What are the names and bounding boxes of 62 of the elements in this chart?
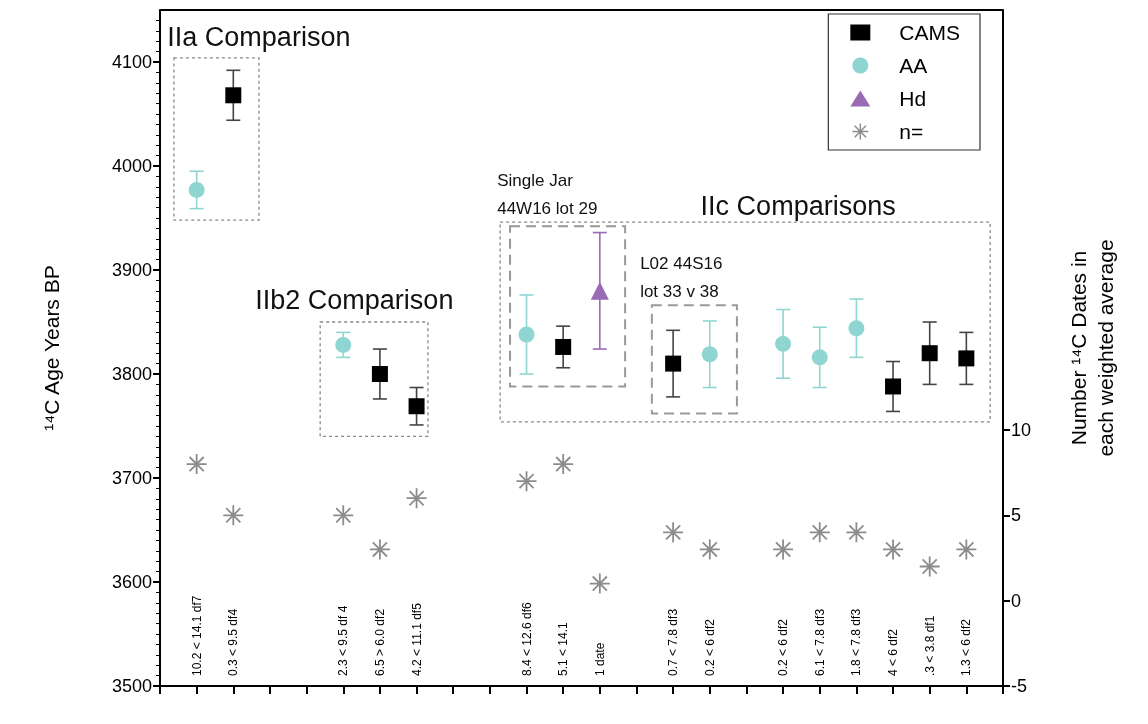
x-tick-label: 1.8 < 7.8 df3 bbox=[849, 608, 864, 676]
point bbox=[333, 505, 354, 526]
point bbox=[921, 345, 938, 362]
x-tick-label: 4.2 < 11.1 df5 bbox=[409, 602, 424, 676]
point bbox=[846, 522, 867, 543]
point bbox=[371, 366, 388, 382]
y2-tick-label: 0 bbox=[1011, 590, 1022, 611]
legend-label: Hd bbox=[899, 87, 927, 110]
y-tick-label: 3800 bbox=[111, 364, 152, 384]
y2-tick-label: 10 bbox=[1011, 419, 1032, 440]
legend-label: n= bbox=[899, 120, 924, 143]
annotation: IIc Comparisons bbox=[700, 190, 896, 221]
y-tick-label: 3600 bbox=[111, 572, 152, 592]
x-tick-label: 0.2 < 6 df2 bbox=[776, 618, 791, 676]
point bbox=[811, 349, 828, 366]
annotation: IIa Comparison bbox=[167, 22, 351, 53]
point bbox=[188, 181, 205, 198]
y-tick-label: 3900 bbox=[111, 260, 152, 280]
y-tick-label: 4100 bbox=[111, 52, 152, 72]
x-tick-label: 1.3 < 6 df2 bbox=[959, 618, 974, 676]
x-tick-label: 4 < 6 df2 bbox=[886, 628, 901, 676]
x-tick-label: 6.1 < 7.8 df3 bbox=[812, 608, 827, 676]
point bbox=[665, 355, 682, 372]
point bbox=[335, 336, 352, 353]
annotation: Single Jar 44W16 lot 29 bbox=[497, 170, 598, 218]
point bbox=[848, 320, 865, 337]
x-tick-label: 0.2 < 6 df2 bbox=[702, 618, 717, 676]
y2-axis-title: Number ¹⁴C Dates in each weighted average bbox=[1067, 239, 1117, 457]
y-tick-label: 3700 bbox=[111, 468, 152, 488]
point bbox=[809, 522, 830, 543]
x-tick-label: 8.4 < 12.6 df6 bbox=[519, 601, 534, 676]
point bbox=[225, 87, 242, 104]
x-tick-label: 0.7 < 7.8 df3 bbox=[666, 608, 681, 676]
point bbox=[223, 505, 244, 526]
point bbox=[663, 522, 684, 543]
point bbox=[701, 346, 718, 363]
y-axis-title: ¹⁴C Age Years BP bbox=[40, 265, 63, 431]
point bbox=[408, 398, 425, 415]
legend-label: CAMS bbox=[899, 21, 961, 44]
point bbox=[956, 539, 977, 560]
y2-tick-label: 5 bbox=[1011, 505, 1022, 526]
annotation: IIb2 Comparison bbox=[255, 285, 454, 316]
y-tick-label: 3500 bbox=[111, 676, 152, 696]
point bbox=[555, 338, 572, 355]
point bbox=[186, 454, 207, 475]
point bbox=[518, 326, 535, 343]
point bbox=[958, 350, 975, 367]
point bbox=[885, 378, 902, 395]
y2-tick-label: -5 bbox=[1011, 676, 1028, 696]
annotation: L02 44S16 lot 33 v 38 bbox=[640, 253, 723, 301]
x-tick-label: 1 date bbox=[592, 642, 607, 676]
x-tick-label: 0.3 < 9.5 df4 bbox=[226, 608, 241, 676]
legend-label: AA bbox=[899, 54, 928, 77]
x-tick-label: 2.3 < 9.5 df 4 bbox=[336, 605, 351, 676]
point bbox=[775, 335, 792, 352]
x-tick-label: 6.5 > 6.0 df2 bbox=[372, 608, 387, 676]
y-tick-label: 4000 bbox=[111, 156, 152, 176]
point bbox=[553, 454, 574, 475]
point bbox=[590, 281, 609, 300]
x-tick-label: 10.2 < 14.1 df7 bbox=[189, 595, 204, 676]
x-tick-label: 5.1 < 14.1 bbox=[556, 621, 571, 676]
x-tick-label: .3 < 3.8 df1 bbox=[922, 615, 937, 676]
